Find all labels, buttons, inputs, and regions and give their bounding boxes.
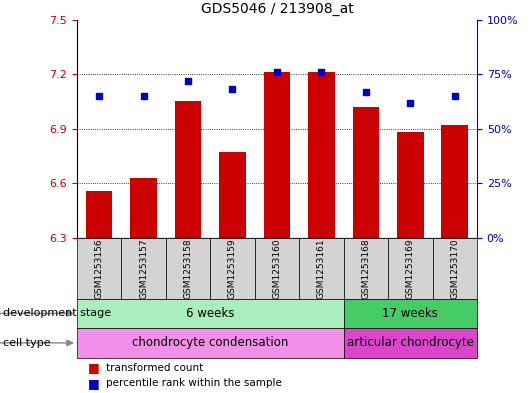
Bar	[388, 238, 432, 299]
Bar	[77, 328, 343, 358]
Bar	[121, 238, 166, 299]
Bar	[308, 72, 335, 238]
Text: 17 weeks: 17 weeks	[382, 307, 438, 320]
Text: ■: ■	[87, 376, 99, 389]
Bar	[343, 238, 388, 299]
Bar	[397, 132, 423, 238]
Text: percentile rank within the sample: percentile rank within the sample	[106, 378, 282, 388]
Bar	[77, 299, 343, 328]
Title: GDS5046 / 213908_at: GDS5046 / 213908_at	[200, 2, 354, 16]
Text: chondrocyte condensation: chondrocyte condensation	[132, 336, 288, 349]
Bar	[77, 238, 121, 299]
Bar	[432, 238, 477, 299]
Bar	[343, 328, 477, 358]
Text: GSM1253170: GSM1253170	[450, 238, 460, 299]
Bar	[86, 191, 112, 238]
Text: GSM1253160: GSM1253160	[272, 238, 281, 299]
Text: GSM1253156: GSM1253156	[94, 238, 103, 299]
Text: articular chondrocyte: articular chondrocyte	[347, 336, 474, 349]
Text: GSM1253169: GSM1253169	[406, 238, 415, 299]
Bar	[352, 107, 379, 238]
Bar	[210, 238, 255, 299]
Text: GSM1253161: GSM1253161	[317, 238, 326, 299]
Text: cell type: cell type	[3, 338, 50, 348]
Bar	[175, 101, 201, 238]
Bar	[255, 238, 299, 299]
Text: GSM1253168: GSM1253168	[361, 238, 370, 299]
Bar	[441, 125, 468, 238]
Text: development stage: development stage	[3, 309, 111, 318]
Text: GSM1253159: GSM1253159	[228, 238, 237, 299]
Bar	[219, 152, 246, 238]
Bar	[299, 238, 343, 299]
Text: 6 weeks: 6 weeks	[186, 307, 234, 320]
Text: GSM1253157: GSM1253157	[139, 238, 148, 299]
Bar	[130, 178, 157, 238]
Bar	[343, 299, 477, 328]
Text: GSM1253158: GSM1253158	[183, 238, 192, 299]
Bar	[166, 238, 210, 299]
Bar	[263, 72, 290, 238]
Text: transformed count: transformed count	[106, 362, 203, 373]
Text: ■: ■	[87, 361, 99, 374]
